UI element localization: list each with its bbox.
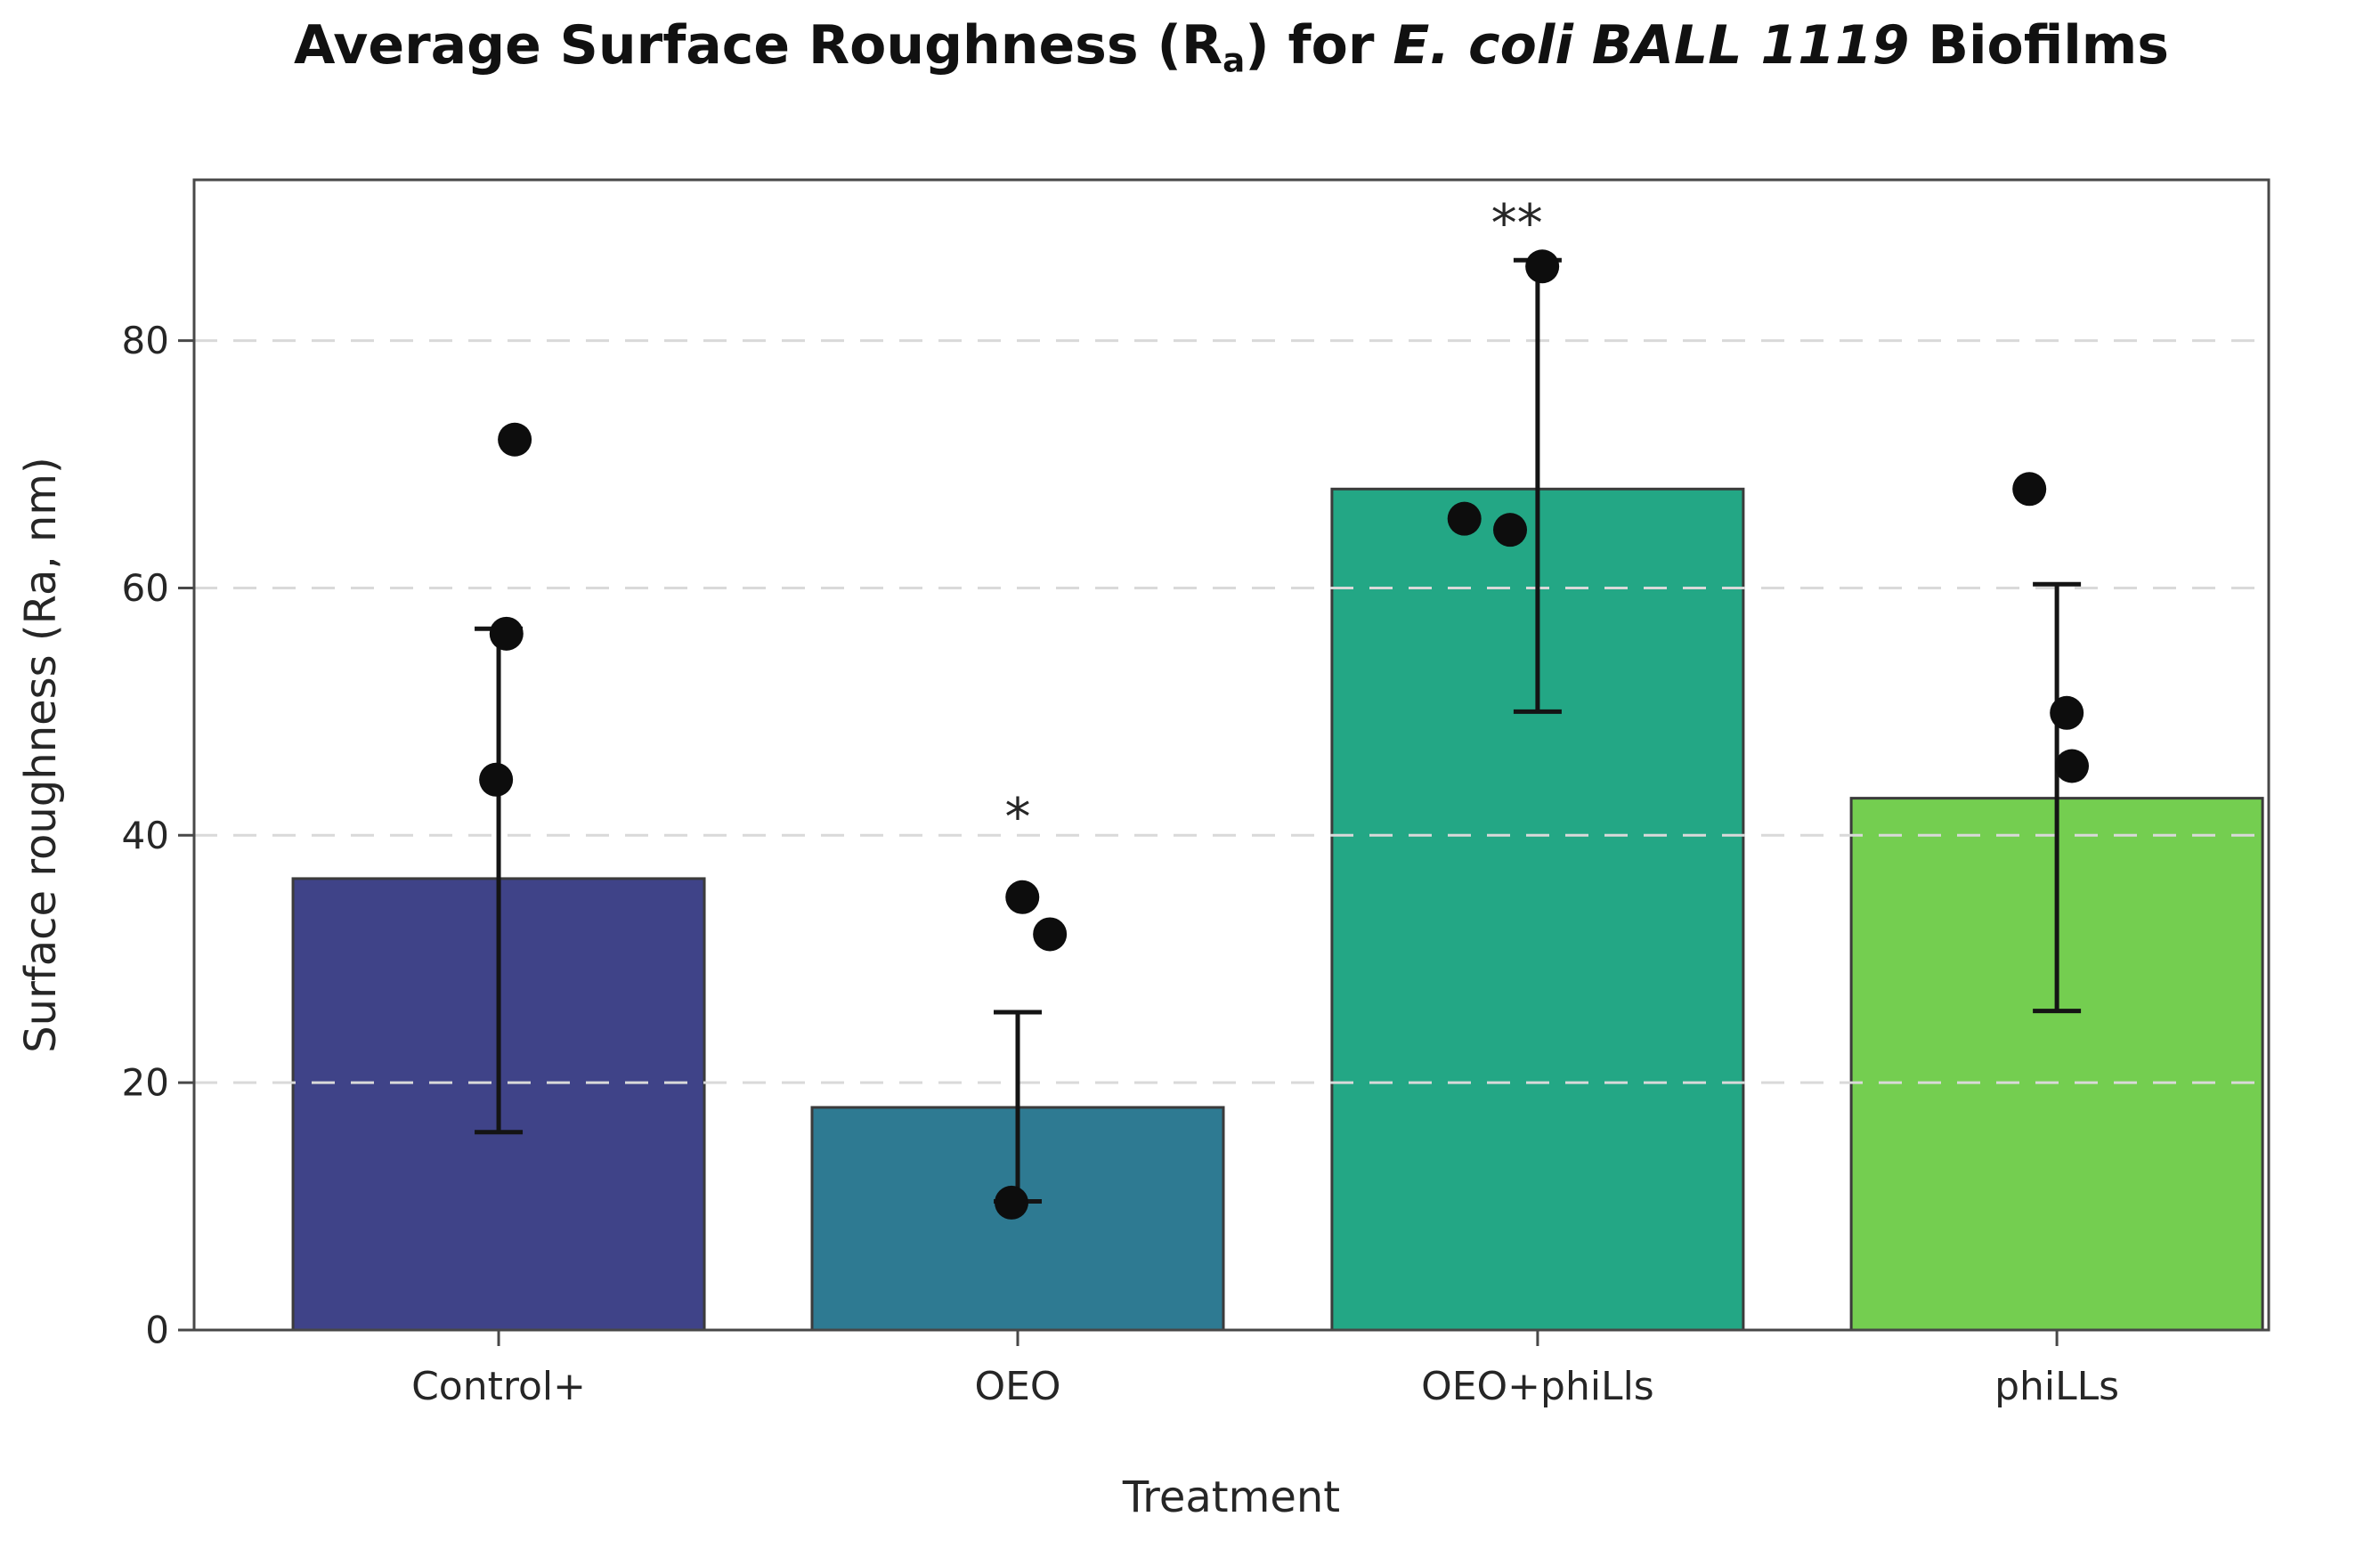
- data-point-OEO: [1033, 917, 1068, 952]
- y-tick-label-60: 60: [122, 566, 169, 610]
- y-tick-label-40: 40: [122, 814, 169, 857]
- x-tick-label-OEO: OEO: [974, 1364, 1060, 1409]
- y-axis-label: Surface roughness (Ra, nm): [16, 457, 66, 1053]
- significance-marker-OEO+phiLls: **: [1491, 193, 1543, 254]
- title-species-name: E. coli BALL 1119: [1393, 14, 1910, 77]
- data-point-OEO+phiLls: [1525, 249, 1560, 284]
- data-point-Control+: [479, 762, 514, 797]
- chart-title: Average Surface Roughness (Ra) for E. co…: [194, 14, 2269, 79]
- title-prefix: Average Surface Roughness (R: [293, 14, 1223, 77]
- title-subscript: a: [1222, 40, 1246, 80]
- data-point-OEO+phiLls: [1493, 513, 1528, 547]
- data-point-phiLLs: [2055, 749, 2090, 783]
- y-tick-label-20: 20: [122, 1061, 169, 1105]
- data-point-Control+: [489, 616, 524, 651]
- significance-marker-OEO: *: [1005, 786, 1031, 847]
- title-suffix: Biofilms: [1909, 14, 2170, 77]
- y-tick-label-0: 0: [145, 1309, 169, 1352]
- y-tick-label-80: 80: [122, 319, 169, 362]
- x-axis-label: Treatment: [1122, 1472, 1340, 1522]
- x-tick-label-OEO+phiLls: OEO+phiLls: [1421, 1364, 1654, 1409]
- title-mid: ) for: [1245, 14, 1393, 77]
- data-point-Control+: [498, 422, 532, 457]
- data-point-OEO+phiLls: [1447, 501, 1482, 536]
- data-point-phiLLs: [2012, 472, 2047, 507]
- plot-frame: [192, 178, 2270, 1332]
- data-point-phiLLs: [2050, 695, 2084, 730]
- data-point-OEO: [995, 1185, 1029, 1220]
- x-tick-label-Control+: Control+: [411, 1364, 586, 1409]
- data-point-OEO: [1005, 880, 1040, 914]
- x-tick-label-phiLLs: phiLLs: [1994, 1364, 2119, 1409]
